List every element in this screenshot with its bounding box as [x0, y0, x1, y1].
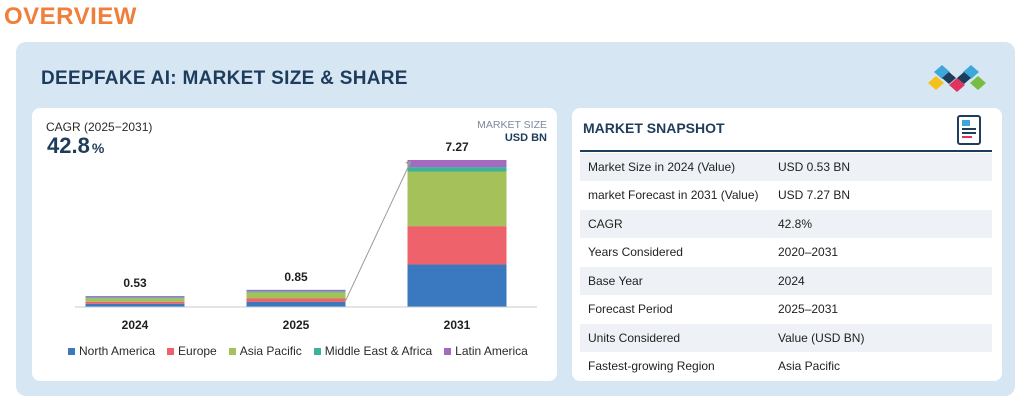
- snapshot-value: 2020–2031: [770, 238, 992, 267]
- legend-swatch: [167, 348, 174, 355]
- snapshot-key: Units Considered: [580, 324, 770, 353]
- snapshot-key: Base Year: [580, 267, 770, 296]
- snapshot-key: Forecast Period: [580, 295, 770, 324]
- snapshot-row: Forecast Period 2025–2031: [580, 295, 992, 324]
- panel-title: DEEPFAKE AI: MARKET SIZE & SHARE: [41, 68, 408, 90]
- bar-segment-2025-asia-pacific: [247, 292, 346, 298]
- snapshot-value: 2025–2031: [770, 295, 992, 324]
- snapshot-key: market Forecast in 2031 (Value): [580, 181, 770, 210]
- legend-label: Latin America: [455, 344, 528, 358]
- bar-segment-2031-europe: [408, 226, 507, 264]
- snapshot-table: Market Size in 2024 (Value) USD 0.53 BN ma…: [580, 153, 992, 381]
- diamond-logo-icon: [928, 64, 986, 94]
- snapshot-value: USD 0.53 BN: [770, 153, 992, 181]
- snapshot-value: 2024: [770, 267, 992, 296]
- bar-segment-2024-asia-pacific: [86, 298, 185, 301]
- data-label-2031: 7.27: [445, 140, 469, 154]
- bar-segment-2031-middle-east-africa: [408, 167, 507, 171]
- legend-label: Europe: [178, 344, 217, 358]
- snapshot-row: Years Considered 2020–2031: [580, 238, 992, 267]
- stacked-bar-chart: 0.53 2024 0.85 2025 7.27 2031: [32, 108, 557, 338]
- legend-item: Europe: [167, 344, 217, 358]
- legend-item: Latin America: [444, 344, 528, 358]
- snapshot-key: Market Size in 2024 (Value): [580, 153, 770, 181]
- snapshot-key: Fastest-growing Region: [580, 352, 770, 381]
- snapshot-value: Asia Pacific: [770, 352, 992, 381]
- bar-segment-2025-north-america: [247, 302, 346, 307]
- x-tick-2025: 2025: [283, 318, 310, 332]
- snapshot-title: MARKET SNAPSHOT: [583, 120, 725, 136]
- legend-label: North America: [79, 344, 155, 358]
- chart-legend: North America Europe Asia Pacific Middle Ea…: [68, 344, 528, 358]
- chart-card: CAGR (2025−2031) 42.8% MARKET SIZE USD B…: [32, 108, 557, 381]
- snapshot-key: CAGR: [580, 210, 770, 239]
- bar-segment-2024-europe: [86, 302, 185, 304]
- page-title: OVERVIEW: [4, 3, 137, 31]
- bar-segment-2031-latin-america: [408, 160, 507, 167]
- bar-segment-2031-asia-pacific: [408, 172, 507, 227]
- legend-item: North America: [68, 344, 155, 358]
- data-label-2025: 0.85: [284, 270, 308, 284]
- snapshot-key: Years Considered: [580, 238, 770, 267]
- bar-segment-2024-middle-east-africa: [86, 297, 185, 298]
- bar-segment-2025-middle-east-africa: [247, 291, 346, 292]
- snapshot-row: Base Year 2024: [580, 267, 992, 296]
- legend-item: Asia Pacific: [229, 344, 302, 358]
- snapshot-value: 42.8%: [770, 210, 992, 239]
- growth-arrow: [346, 162, 411, 301]
- legend-label: Asia Pacific: [240, 344, 302, 358]
- x-tick-2024: 2024: [122, 318, 149, 332]
- document-chart-icon: [957, 115, 981, 145]
- snapshot-value: USD 7.27 BN: [770, 181, 992, 210]
- bar-segment-2025-latin-america: [247, 290, 346, 291]
- bar-segment-2024-latin-america: [86, 296, 185, 297]
- bar-segment-2025-europe: [247, 299, 346, 302]
- snapshot-row: CAGR 42.8%: [580, 210, 992, 239]
- snapshot-row: Fastest-growing Region Asia Pacific: [580, 352, 992, 381]
- market-panel: DEEPFAKE AI: MARKET SIZE & SHARE CAGR (2…: [16, 42, 1015, 396]
- snapshot-row: Market Size in 2024 (Value) USD 0.53 BN: [580, 153, 992, 181]
- snapshot-value: Value (USD BN): [770, 324, 992, 353]
- legend-swatch: [314, 348, 321, 355]
- legend-swatch: [229, 348, 236, 355]
- snapshot-divider: [580, 150, 992, 152]
- x-tick-2031: 2031: [444, 318, 471, 332]
- legend-label: Middle East & Africa: [325, 344, 432, 358]
- snapshot-card: MARKET SNAPSHOT Market Size in 2024 (Val…: [572, 108, 1002, 381]
- data-label-2024: 0.53: [123, 276, 147, 290]
- snapshot-row: market Forecast in 2031 (Value) USD 7.27 …: [580, 181, 992, 210]
- legend-swatch: [444, 348, 451, 355]
- legend-item: Middle East & Africa: [314, 344, 432, 358]
- snapshot-row: Units Considered Value (USD BN): [580, 324, 992, 353]
- bar-segment-2031-north-america: [408, 265, 507, 307]
- legend-swatch: [68, 348, 75, 355]
